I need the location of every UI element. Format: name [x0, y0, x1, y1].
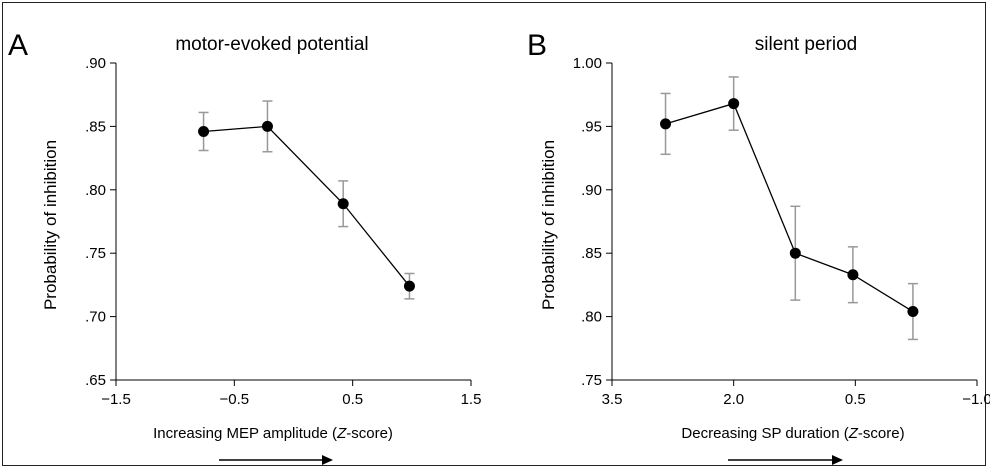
panel-a-data-point — [403, 280, 415, 292]
panel-a-x-tick-label: −1.5 — [101, 391, 131, 408]
panel-a-y-tick-label: .90 — [85, 55, 106, 72]
panel-b-series-line — [665, 102, 914, 313]
panel-a-y-axis-label: Probability of inhibition — [41, 140, 60, 310]
panel-b-data-point — [728, 98, 740, 110]
panel-a-data-point — [337, 198, 349, 210]
panel-a-data-point — [198, 125, 210, 137]
panel-a-y-tick-label: .75 — [85, 245, 106, 262]
panel-a-direction-arrow — [219, 455, 333, 465]
panel-a-x-axis-label: Increasing MEP amplitude (Z-score) — [153, 425, 393, 442]
panel-b-y-axis-label: Probability of inhibition — [539, 140, 558, 310]
panel-b-y-tick-label: .80 — [581, 309, 602, 326]
panel-b-y-tick-label: .95 — [581, 118, 602, 135]
panel-a-letter: A — [8, 29, 28, 62]
panel-b-y-tick-label: .85 — [581, 245, 602, 262]
panel-b-y-tick-label: .90 — [581, 182, 602, 199]
panel-a: A motor-evoked potential Probability of … — [8, 29, 481, 465]
panel-b-data-point — [847, 269, 859, 281]
panel-a-y-tick-label: .65 — [85, 372, 106, 389]
panel-a-x-tick-label: 0.5 — [342, 391, 363, 408]
panel-b-x-tick-label: −1.0 — [962, 391, 990, 408]
panel-b-direction-arrow — [728, 455, 843, 465]
panel-b-data-point — [660, 118, 672, 130]
panel-a-data-point — [261, 120, 273, 132]
panel-b-y-tick-label: 1.00 — [573, 55, 602, 72]
panel-b-title: silent period — [755, 34, 857, 55]
panel-b-y-tick-label: .75 — [581, 372, 602, 389]
panel-a-y-tick-label: .80 — [85, 182, 106, 199]
panel-b-x-tick-label: 2.0 — [723, 391, 744, 408]
panel-b: B silent period Probability of inhibitio… — [527, 29, 990, 465]
panel-b-data-point — [789, 247, 801, 259]
panel-a-y-tick-label: .85 — [85, 118, 106, 135]
panel-b-x-axis-label: Decreasing SP duration (Z-score) — [681, 425, 904, 442]
panel-a-series-line — [203, 125, 410, 287]
panel-b-data-point — [907, 306, 919, 318]
panel-a-x-tick-label: 1.5 — [461, 391, 482, 408]
panel-a-y-tick-label: .70 — [85, 309, 106, 326]
panel-b-letter: B — [527, 29, 547, 62]
panel-a-title: motor-evoked potential — [175, 34, 368, 55]
panel-a-x-tick-label: −0.5 — [220, 391, 250, 408]
panel-b-x-tick-label: 0.5 — [845, 391, 866, 408]
panel-b-x-tick-label: 3.5 — [602, 391, 623, 408]
